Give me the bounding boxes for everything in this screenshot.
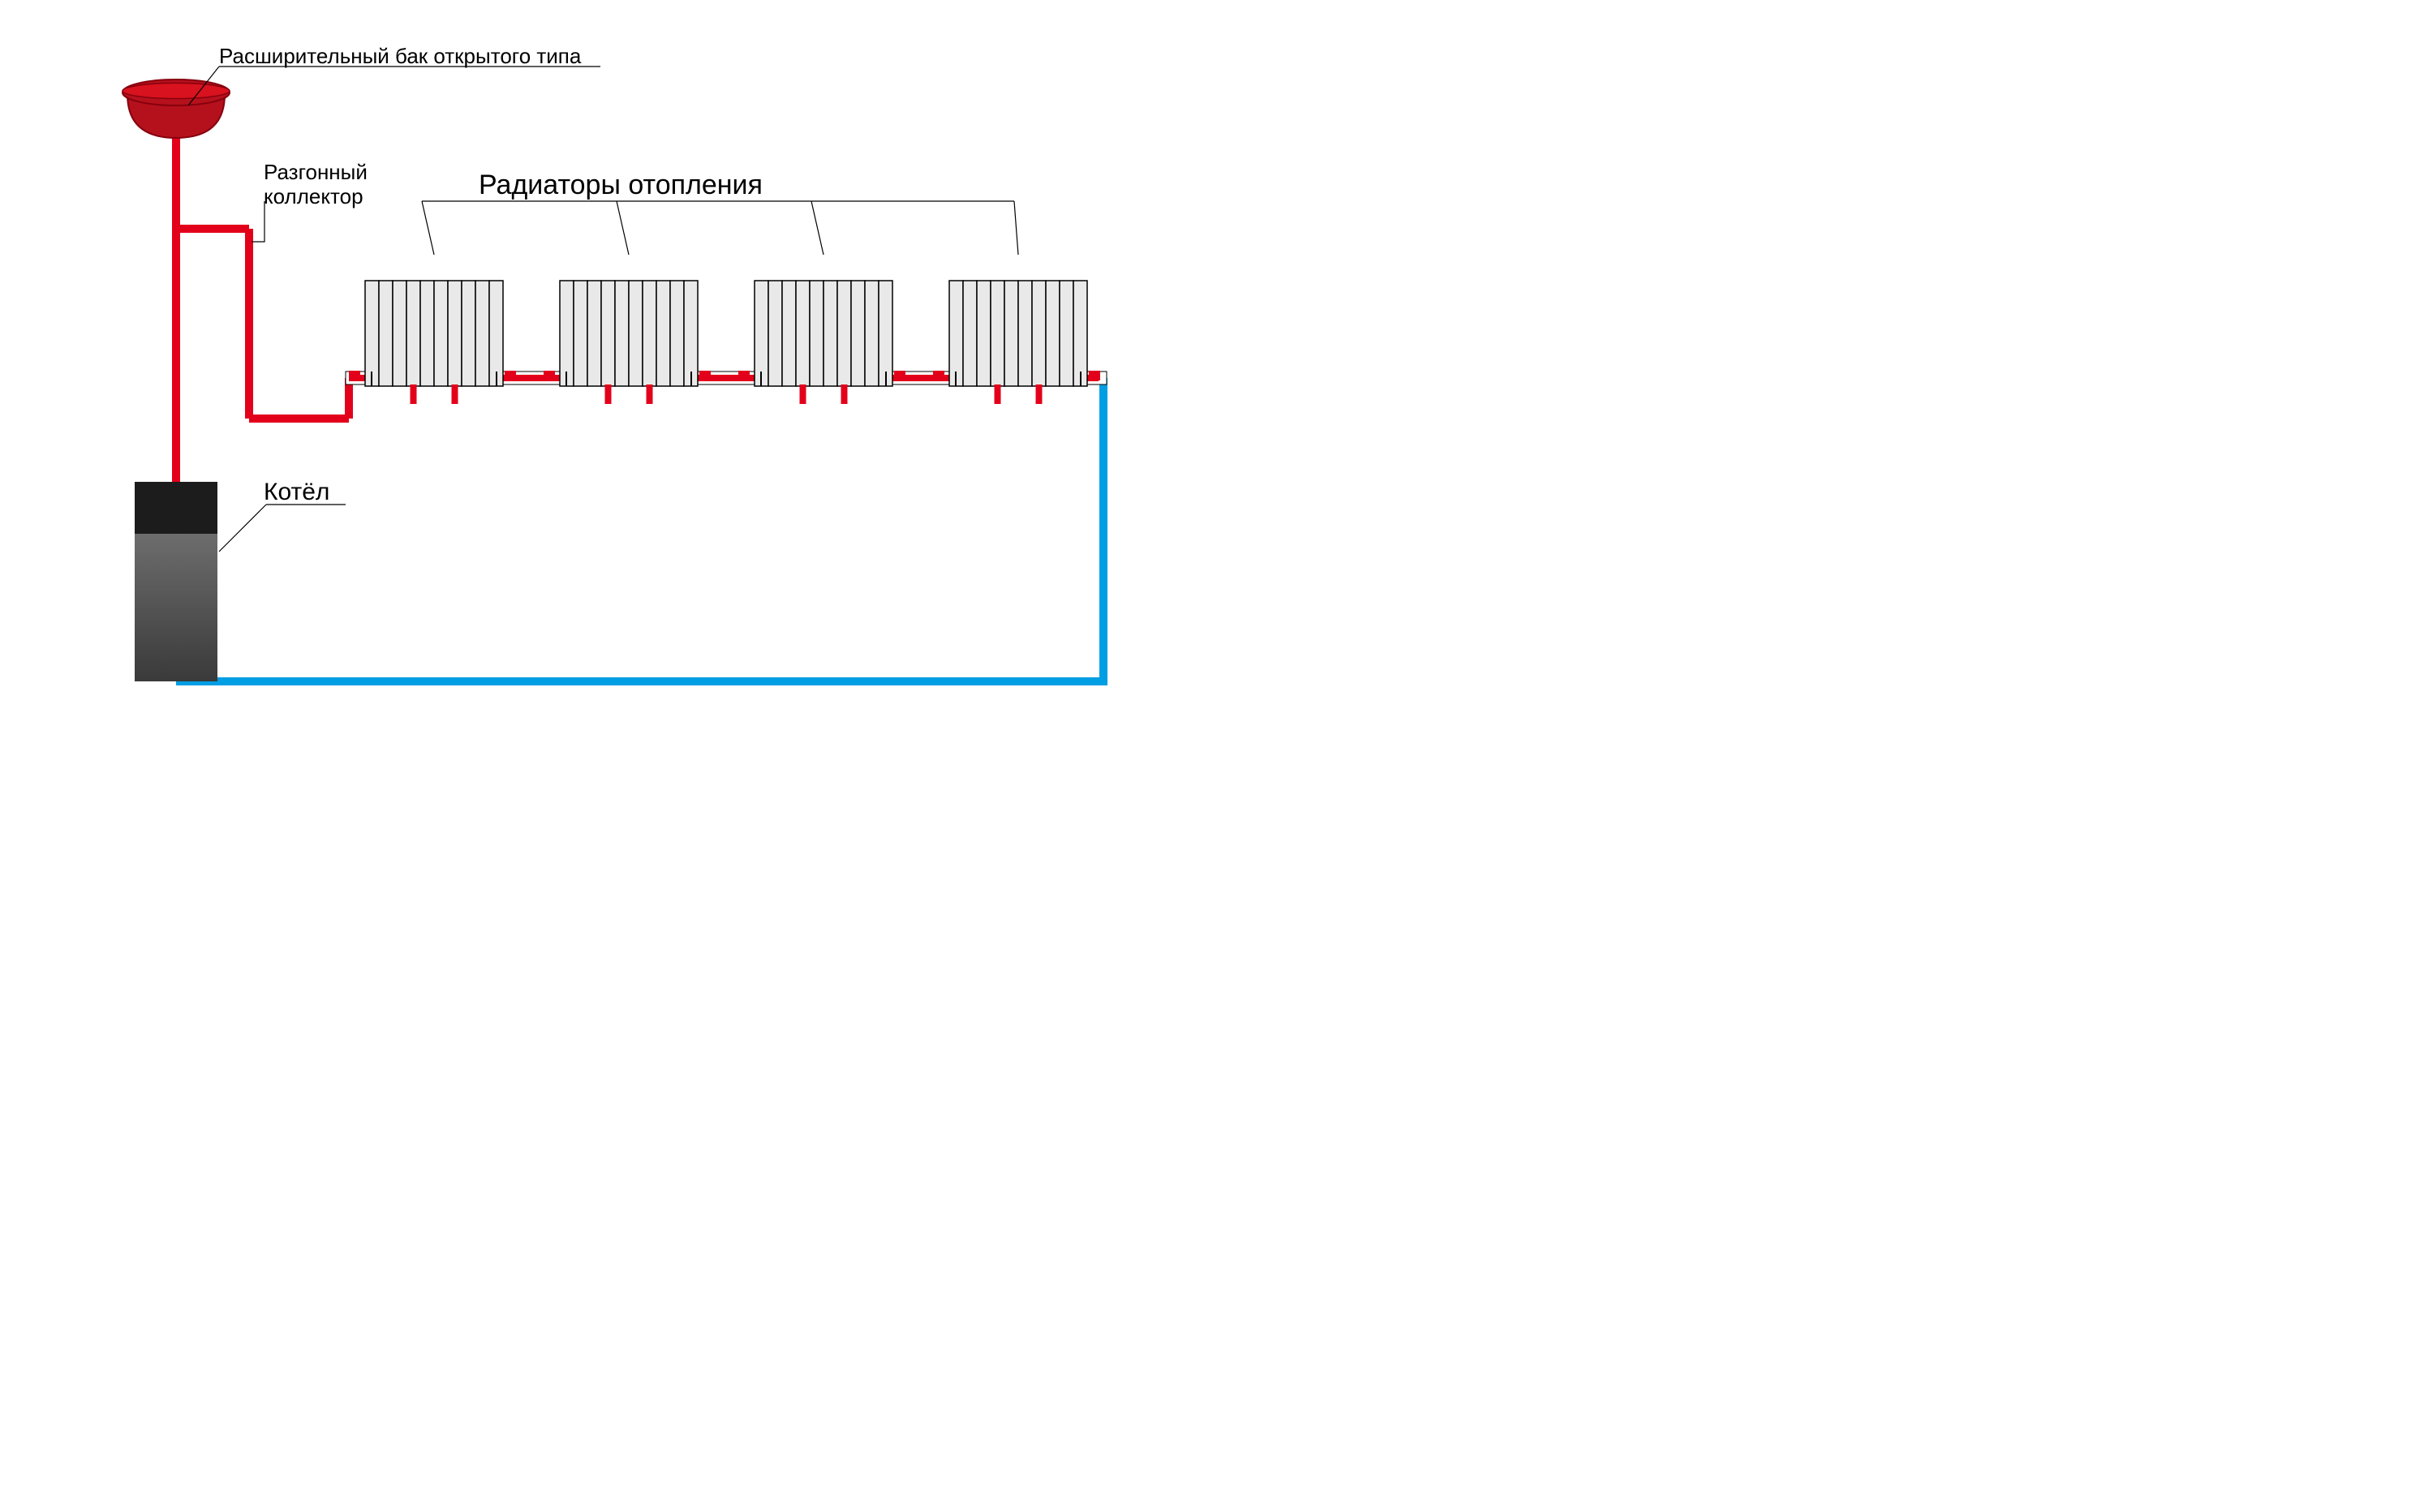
valve [933,371,944,380]
leader-radiators-ray [617,201,629,255]
leader-radiators-ray [1014,201,1018,255]
leader-boiler [219,505,266,552]
boiler-cap [135,482,217,534]
valve [699,371,711,380]
label-radiators: Радиаторы отопления [479,170,763,200]
valve [1089,371,1100,380]
radiator [349,281,516,404]
label-boiler: Котёл [264,479,329,505]
return-pipe [176,378,1103,681]
radiator [933,281,1100,404]
valve [738,371,750,380]
valve [505,371,516,380]
expansion-tank-rim-top [123,83,230,98]
radiator [738,281,905,404]
label-accel-collector-line1: Разгонный [264,161,368,184]
leader-radiators-ray [811,201,824,255]
radiator [544,281,711,404]
valve [894,371,905,380]
valve [544,371,555,380]
valve [349,371,360,380]
leader-accel [252,201,264,242]
diagram-svg [0,0,1217,756]
heating-system-diagram: Расширительный бак открытого типа Разгон… [0,0,1217,756]
label-accel-collector-line2: коллектор [264,185,363,208]
boiler-body [135,534,217,681]
leader-radiators-ray [422,201,434,255]
label-expansion-tank: Расширительный бак открытого типа [219,45,581,68]
